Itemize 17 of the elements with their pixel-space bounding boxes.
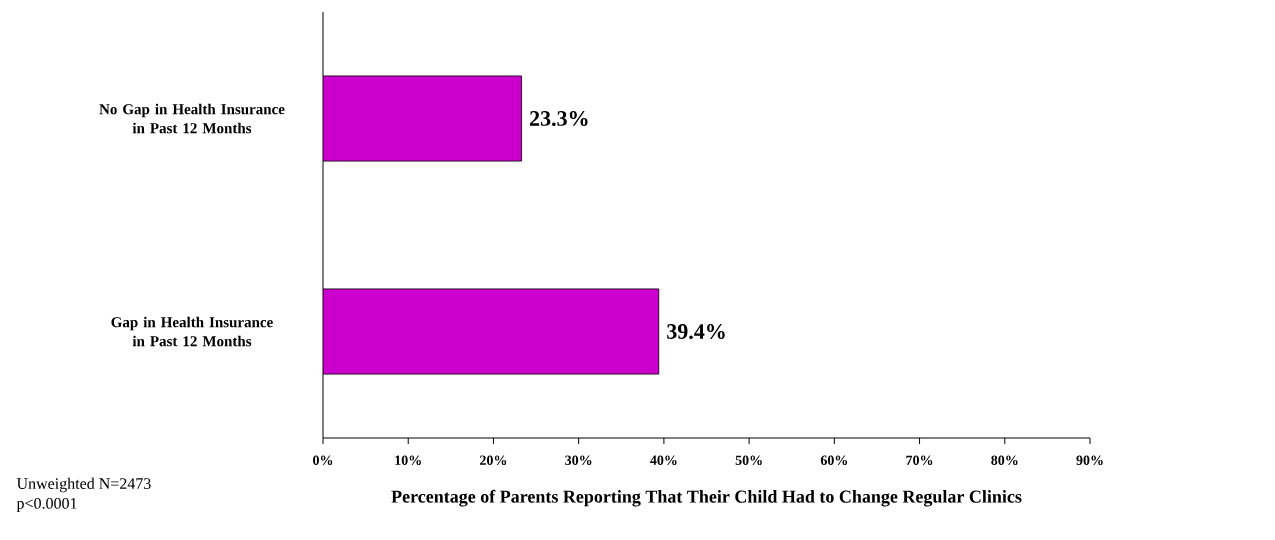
x-tick-label: 90% (1076, 455, 1103, 466)
data-label: 39.4% (667, 324, 725, 339)
text: p<0.0001 (16, 497, 77, 513)
y-tick-label: Gap in Health Insurance in Past 12 Months (111, 316, 273, 347)
x-tick-label: 60% (820, 455, 848, 466)
y-tick-label: No Gap in Health Insurance in Past 12 Months (99, 103, 285, 134)
data-label: 23.3% (530, 111, 588, 126)
x-axis-title: Percentage of Parents Reporting That Their Child Had to Change Regular Clinics (391, 489, 1022, 507)
x-tick-label: 30% (565, 455, 592, 466)
x-tick-label: 50% (735, 455, 762, 466)
x-tick-label: 20% (480, 455, 507, 466)
text: Unweighted N=2473 (16, 477, 151, 493)
x-tick-label: 70% (906, 455, 933, 466)
x-tick-label: 80% (991, 455, 1018, 466)
x-tick-label: 0% (313, 455, 333, 466)
x-tick-label: 10% (395, 455, 421, 466)
x-tick-label: 40% (650, 455, 677, 466)
